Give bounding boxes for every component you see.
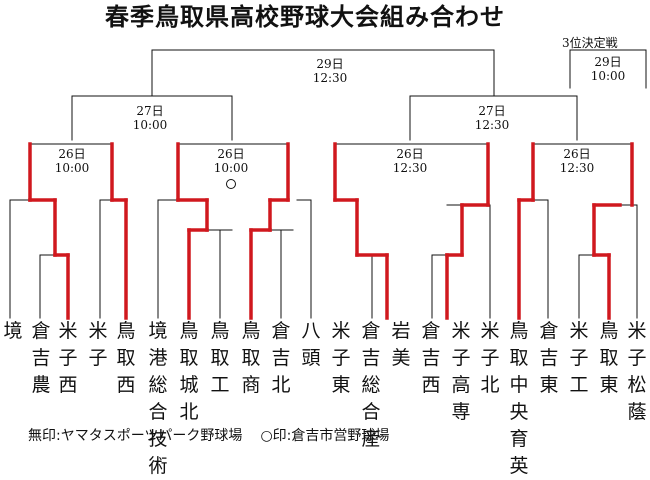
team-name: 米 子 工 [569,320,589,396]
third-place-time: 10:00 [590,69,626,83]
semifinal-2-date: 27日 [478,104,506,118]
legend-no-mark: 無印:ヤマタスポーツパーク野球場 [28,428,243,444]
team-name: 倉 吉 北 [271,320,291,396]
quarterfinal-2-time: 10:00 [213,161,249,175]
team-name: 鳥 取 中 央 育 英 [509,320,529,477]
quarterfinal-3-time: 12:30 [392,161,428,175]
semifinal-1-time: 10:00 [132,118,168,132]
team-name: 八 頭 [301,320,321,369]
team-name: 米 子 松 蔭 [627,320,647,423]
team-name: 米 子 東 [331,320,351,396]
third-place-label: 3位決定戦 [562,36,618,50]
team-name: 岩 美 [391,320,411,369]
venue-legend: 無印:ヤマタスポーツパーク野球場 ○印:倉吉市営野球場 [28,427,389,445]
quarterfinal-4-date: 26日 [563,147,591,161]
final-date: 29日 [316,57,344,71]
team-name: 鳥 取 西 [116,320,136,396]
quarterfinal-1-time: 10:00 [54,161,90,175]
team-name: 鳥 取 商 [241,320,261,396]
quarterfinal-1-date: 26日 [58,147,86,161]
team-name: 境 港 総 合 技 術 [148,320,168,477]
team-name: 鳥 取 工 [210,320,230,396]
final-time: 12:30 [312,71,348,85]
team-name: 鳥 取 城 北 [179,320,199,423]
semifinal-2-time: 12:30 [474,118,510,132]
venue-circle-icon [226,179,236,189]
team-name: 倉 吉 総 合 産 [361,320,381,450]
team-name: 鳥 取 東 [599,320,619,396]
team-name: 米 子 [88,320,108,369]
quarterfinal-3-date: 26日 [396,147,424,161]
legend-circle-mark: ○印:倉吉市営野球場 [260,428,390,444]
third-place-date: 29日 [594,55,622,69]
team-name: 米 子 高 専 [451,320,471,423]
quarterfinal-4-time: 12:30 [559,161,595,175]
team-name: 境 [3,320,23,342]
team-name: 米 子 西 [58,320,78,396]
bracket-lines [9,49,647,320]
team-name: 倉 吉 農 [31,320,51,396]
bracket-title: 春季鳥取県高校野球大会組み合わせ [105,3,505,31]
team-name: 倉 吉 西 [421,320,441,396]
team-name: 倉 吉 東 [539,320,559,396]
team-name: 米 子 北 [480,320,500,396]
quarterfinal-2-date: 26日 [217,147,245,161]
semifinal-1-date: 27日 [136,104,164,118]
